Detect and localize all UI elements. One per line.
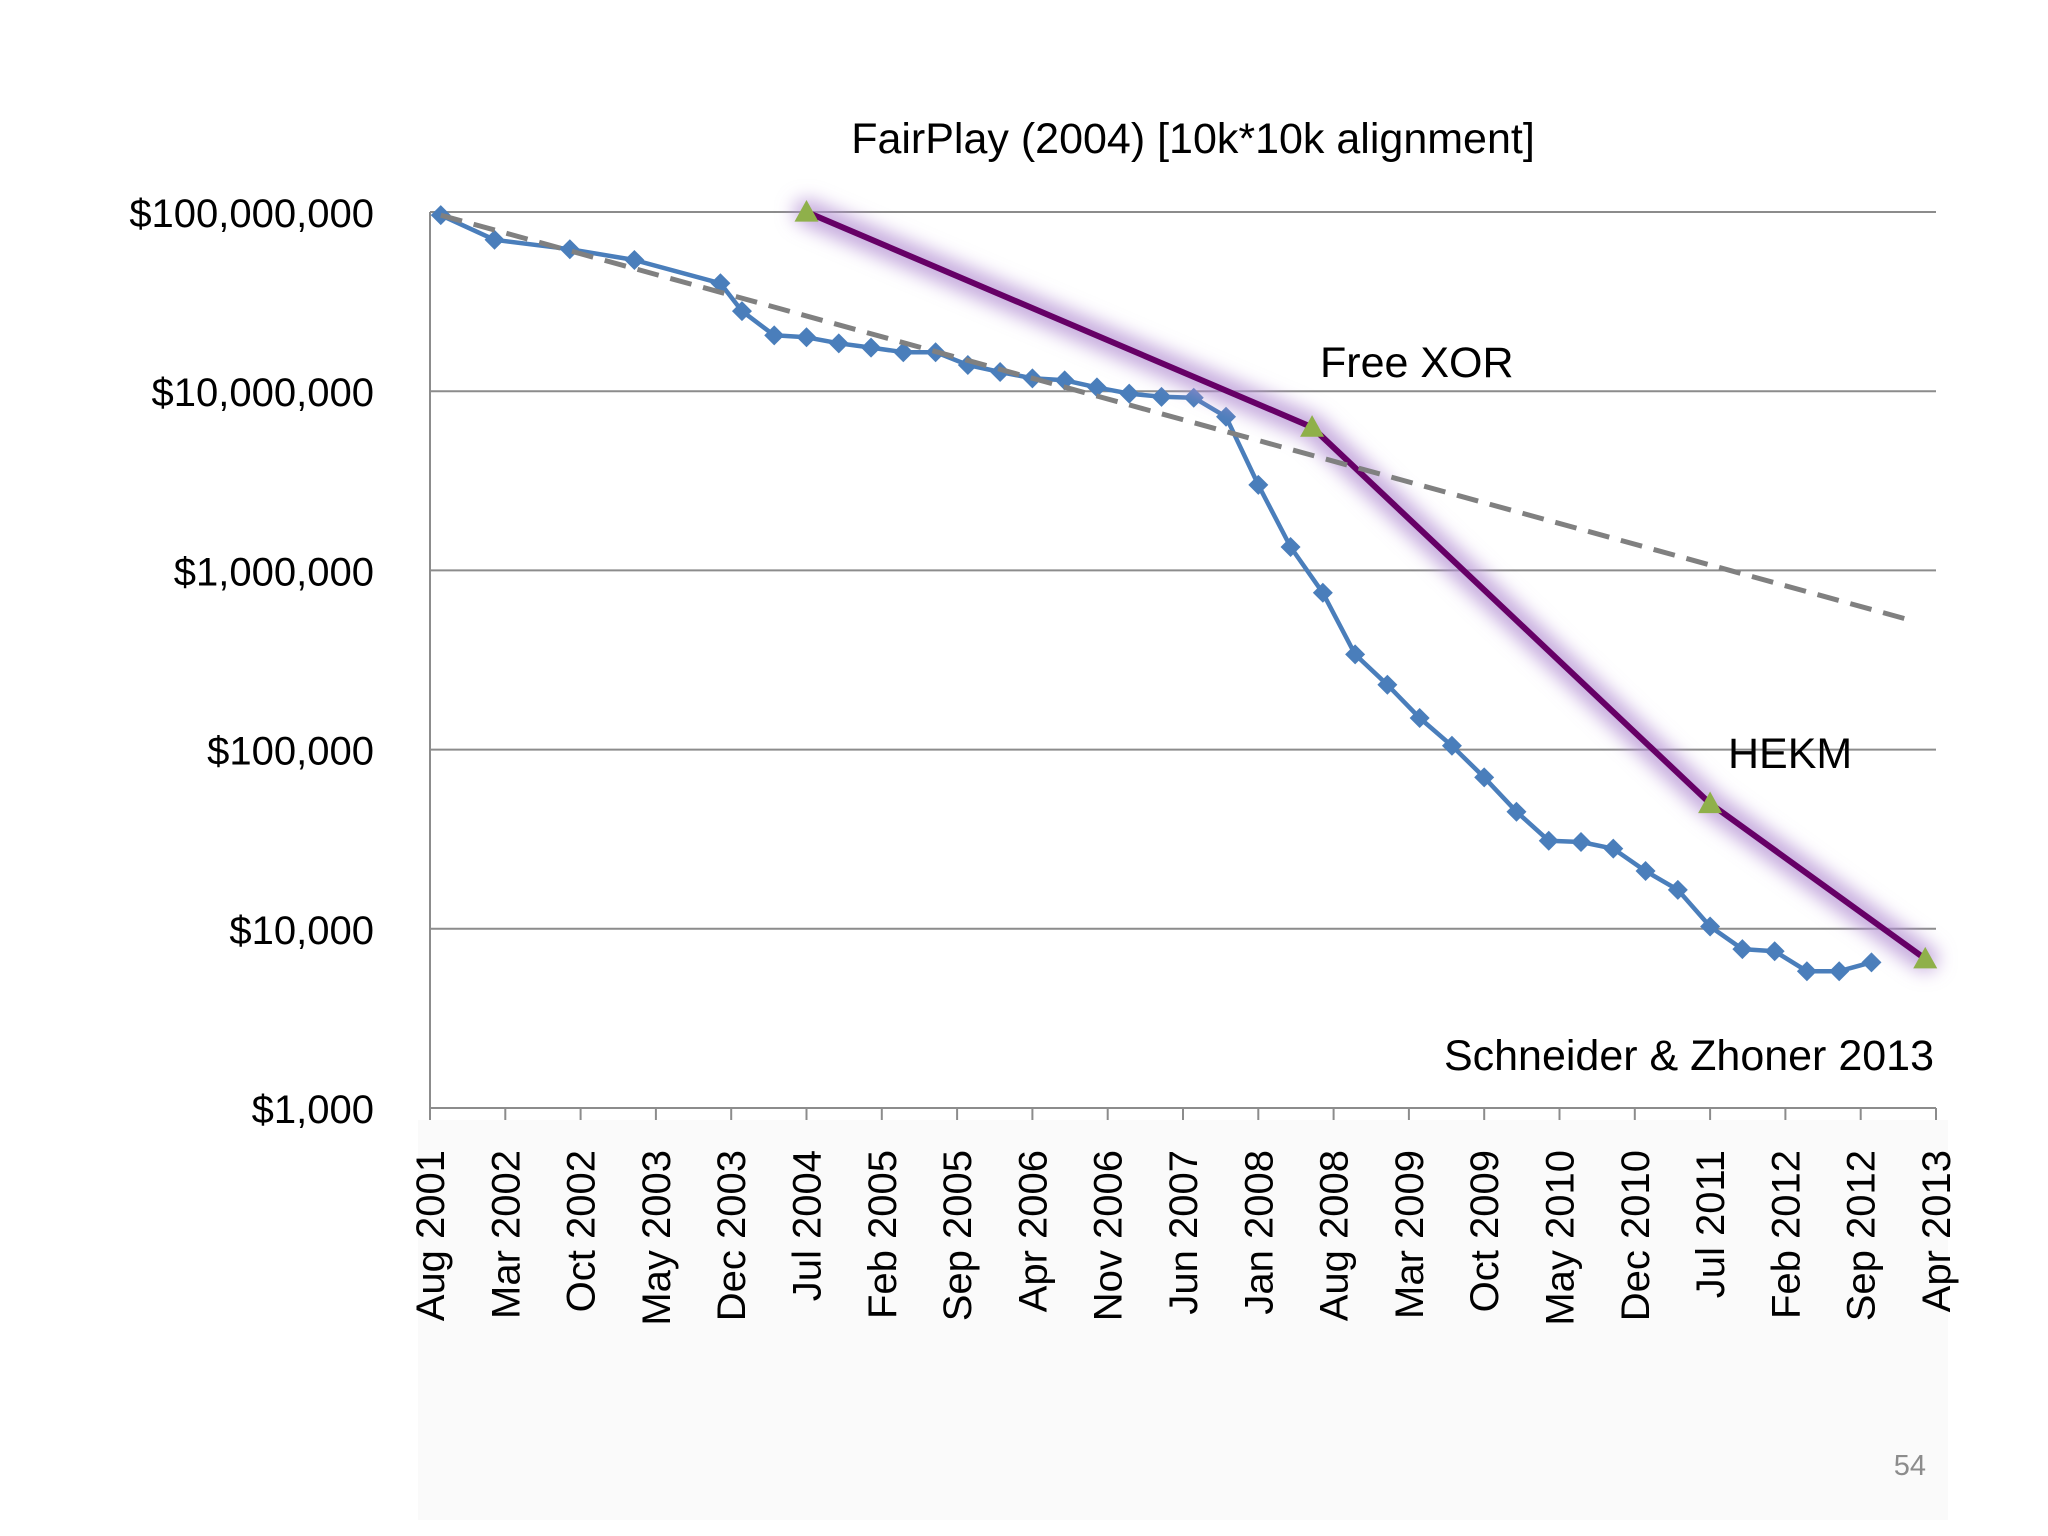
data-point <box>1829 961 1850 982</box>
annotations: FairPlay (2004) [10k*10k alignment] Free… <box>851 115 1934 1080</box>
series-line <box>440 212 1916 624</box>
data-point <box>1086 377 1107 398</box>
data-point <box>861 337 882 358</box>
x-tick-label: Jul 2004 <box>786 1150 830 1301</box>
x-tick-label: Aug 2001 <box>409 1150 453 1321</box>
data-point <box>794 200 819 222</box>
data-point <box>1151 386 1172 407</box>
data-point <box>1571 832 1592 853</box>
x-tick-label: Feb 2005 <box>861 1150 905 1319</box>
data-point <box>1377 674 1398 695</box>
x-tick-label: Dec 2003 <box>710 1150 754 1321</box>
x-tick-label: Mar 2002 <box>484 1150 528 1319</box>
data-point <box>1764 941 1785 962</box>
data-point <box>796 327 817 348</box>
title-annotation: FairPlay (2004) [10k*10k alignment] <box>851 115 1535 163</box>
x-tick-label: Sep 2012 <box>1840 1150 1884 1321</box>
data-point <box>764 325 785 346</box>
axes <box>429 212 1937 1120</box>
data-point <box>1635 861 1656 882</box>
data-point <box>990 361 1011 382</box>
gridlines <box>430 211 1936 930</box>
x-tick-label: May 2010 <box>1539 1150 1583 1326</box>
x-tick-label: Aug 2008 <box>1313 1150 1357 1321</box>
data-point <box>1913 946 1938 969</box>
data-point <box>1700 916 1721 937</box>
data-point <box>1409 708 1430 729</box>
y-tick-label: $100,000,000 <box>129 192 374 236</box>
x-tick-label: Nov 2006 <box>1087 1150 1131 1321</box>
milestone-series <box>793 199 1939 972</box>
plot-background <box>418 1120 1948 1520</box>
data-point <box>1345 644 1366 665</box>
data-point <box>1603 838 1624 859</box>
hekm-annotation: HEKM <box>1728 730 1852 778</box>
y-tick-label: $100,000 <box>207 730 374 774</box>
x-tick-label: Feb 2012 <box>1764 1150 1808 1319</box>
data-point <box>1119 383 1140 404</box>
x-tick-label: May 2003 <box>635 1150 679 1326</box>
data-point <box>1474 767 1495 788</box>
x-tick-label: Jan 2008 <box>1237 1150 1281 1315</box>
data-point <box>828 333 849 354</box>
data-point <box>1216 406 1237 427</box>
data-point <box>1732 939 1753 960</box>
data-point <box>1796 961 1817 982</box>
series-layer <box>430 199 1939 982</box>
x-tick-label: Sep 2005 <box>936 1150 980 1321</box>
data-point <box>1861 952 1882 973</box>
data-point <box>1280 537 1301 558</box>
x-axis-tick-labels: Aug 2001 Mar 2002 Oct 2002 May 2003 Dec 2003… <box>409 1150 1959 1326</box>
data-point <box>1441 735 1462 756</box>
data-point <box>624 249 645 270</box>
trend-series <box>440 212 1916 624</box>
data-point <box>1538 830 1559 851</box>
data-point <box>1248 474 1269 495</box>
x-tick-label: Apr 2006 <box>1011 1150 1055 1312</box>
y-tick-label: $10,000 <box>229 909 374 953</box>
data-point <box>731 301 752 322</box>
data-point <box>1667 879 1688 900</box>
x-tick-label: Mar 2009 <box>1388 1150 1432 1319</box>
data-point <box>1312 582 1333 603</box>
series-line <box>439 213 1873 974</box>
series-glow <box>793 199 1939 972</box>
y-axis-tick-labels: $100,000,000 $10,000,000 $1,000,000 $100,00… <box>129 192 374 1132</box>
data-point <box>559 239 580 260</box>
data-point <box>484 229 505 250</box>
x-tick-label: Dec 2010 <box>1614 1150 1658 1321</box>
y-tick-label: $1,000 <box>252 1088 374 1132</box>
schneider-zhoner-annotation: Schneider & Zhoner 2013 <box>1444 1032 1934 1080</box>
x-tick-label: Oct 2002 <box>560 1150 604 1312</box>
data-point <box>1506 801 1527 822</box>
data-point <box>1698 791 1723 814</box>
x-tick-label: Jun 2007 <box>1162 1150 1206 1315</box>
y-tick-label: $10,000,000 <box>152 371 374 415</box>
y-tick-label: $1,000,000 <box>174 550 374 594</box>
x-tick-label: Jul 2011 <box>1689 1150 1733 1298</box>
slide-number: 54 <box>1894 1450 1926 1482</box>
free-xor-annotation: Free XOR <box>1320 339 1514 387</box>
data-point <box>1300 415 1325 437</box>
x-tick-label: Apr 2013 <box>1915 1150 1959 1312</box>
data-point <box>1054 370 1075 391</box>
data-point <box>893 342 914 363</box>
cost-series <box>430 205 1882 982</box>
series-line <box>805 209 1927 962</box>
x-tick-label: Oct 2009 <box>1463 1150 1507 1312</box>
data-point <box>430 205 451 226</box>
